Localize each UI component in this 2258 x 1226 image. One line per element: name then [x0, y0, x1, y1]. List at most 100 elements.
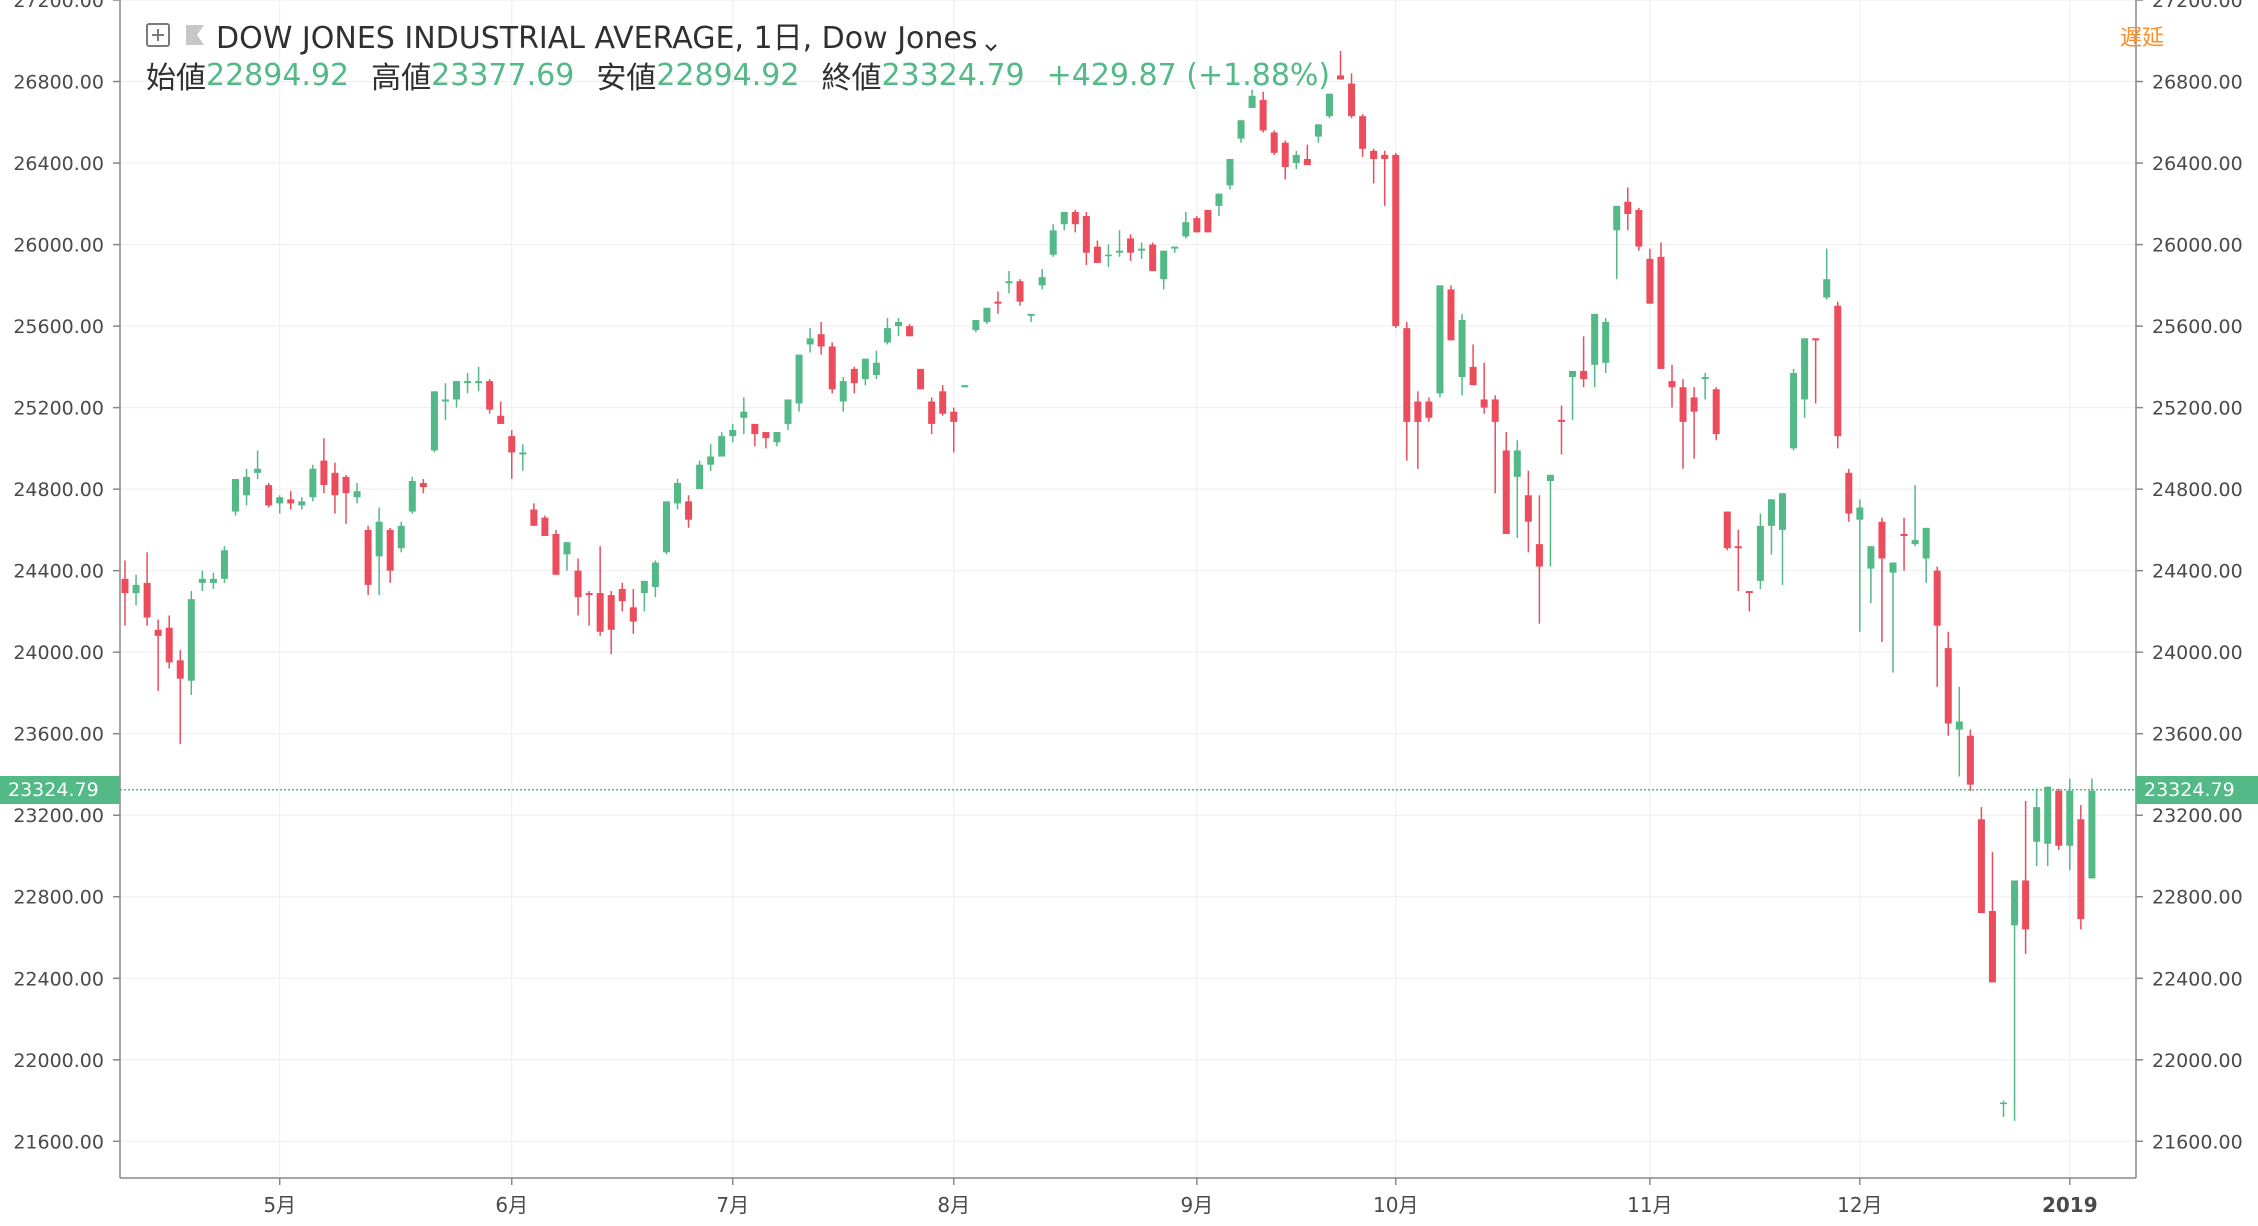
candle-body: [806, 338, 814, 345]
candle-body: [1624, 201, 1632, 214]
candle-body: [972, 319, 980, 331]
y-tick-label-right: 26800.00: [2152, 72, 2243, 94]
candle-body: [453, 381, 460, 400]
candle-body: [596, 593, 604, 632]
y-tick-label-left: 25600.00: [13, 316, 104, 338]
x-tick-label: 10月: [1373, 1193, 1418, 1217]
candle-body: [430, 391, 438, 451]
candle-body: [1790, 372, 1798, 449]
candle-body: [1690, 397, 1698, 412]
y-tick-label-left: 24800.00: [13, 479, 104, 501]
candle-body: [1160, 250, 1168, 280]
y-tick-label-right: 27200.00: [2152, 0, 2243, 12]
candle-body: [176, 660, 184, 679]
candle-body: [1469, 366, 1477, 386]
candle-body: [243, 476, 251, 496]
candle-body: [563, 542, 571, 555]
candle-body: [1646, 258, 1654, 304]
candle-body: [254, 468, 262, 473]
candle-body: [751, 423, 759, 435]
candle-body: [1027, 313, 1035, 316]
candle-body: [386, 529, 394, 571]
chevron-down-icon[interactable]: [984, 28, 998, 52]
candle-body: [1071, 211, 1079, 225]
candle-body: [1149, 244, 1157, 272]
candle-body: [1259, 99, 1267, 131]
candle-body: [1193, 218, 1201, 233]
candle-body: [1491, 399, 1499, 422]
candle-body: [618, 589, 626, 602]
candle-body: [1911, 540, 1919, 545]
plus-square-icon[interactable]: [146, 23, 170, 47]
candle-body: [1016, 281, 1024, 302]
y-tick-label-right: 24000.00: [2152, 642, 2243, 664]
candle-body: [1613, 205, 1621, 231]
candle-body: [2066, 790, 2074, 846]
candle-body: [1093, 246, 1101, 263]
candle-body: [364, 529, 372, 585]
candle-body: [220, 550, 228, 579]
candle-body: [872, 362, 880, 376]
candle-body: [939, 391, 947, 414]
candle-body: [287, 499, 295, 504]
candle-body: [795, 354, 803, 404]
candle-body: [1546, 474, 1554, 481]
candle-body: [718, 436, 726, 457]
y-tick-label-right: 22400.00: [2152, 968, 2243, 990]
candle-body: [265, 485, 273, 506]
candle-body: [1348, 83, 1356, 117]
candle-body: [1801, 338, 1809, 400]
candle-body: [762, 432, 770, 439]
close-value: 23324.79: [881, 57, 1025, 93]
candle-body: [320, 460, 328, 486]
candle-body: [1977, 819, 1985, 914]
candle-body: [1215, 193, 1223, 206]
candle-body: [1602, 322, 1610, 363]
chart-legend: DOW JONES INDUSTRIAL AVERAGE, 1日, Dow Jo…: [146, 14, 1330, 96]
candle-body: [2044, 786, 2052, 844]
candle-body: [1116, 250, 1123, 253]
candle-body: [817, 334, 825, 347]
candle-body: [1944, 648, 1952, 724]
candle-body: [1182, 222, 1190, 237]
candle-body: [950, 411, 958, 422]
last-price-tag-left: 23324.79: [0, 775, 120, 804]
y-tick-label-right: 26000.00: [2152, 235, 2243, 257]
candle-body: [1635, 209, 1643, 247]
candle-body: [607, 595, 615, 630]
candle-body: [1480, 399, 1488, 408]
candle-body: [585, 593, 593, 596]
candle-body: [1237, 120, 1245, 139]
candle-body: [1270, 132, 1278, 153]
candle-body: [961, 385, 969, 388]
candles: [121, 50, 2096, 1121]
flag-icon[interactable]: [184, 23, 206, 47]
candle-body: [917, 368, 925, 390]
candle-body: [1823, 279, 1831, 298]
candle-body: [740, 411, 748, 418]
candle-body: [1381, 154, 1389, 159]
candle-body: [209, 578, 217, 583]
candle-body: [552, 533, 560, 575]
candle-body: [994, 301, 1002, 304]
candle-body: [154, 629, 162, 636]
symbol-title[interactable]: DOW JONES INDUSTRIAL AVERAGE, 1日, Dow Jo…: [216, 21, 978, 56]
candle-body: [1878, 521, 1886, 559]
x-tick-label: 9月: [1180, 1193, 1213, 1217]
y-axis-left: 27200.00 26800.00 26400.00 26000.00 25600.00…: [13, 0, 120, 1153]
candle-body: [1569, 370, 1577, 378]
candle-body: [1337, 75, 1344, 80]
candle-body: [1922, 527, 1930, 559]
candle-body: [850, 368, 858, 384]
candle-body: [331, 472, 339, 496]
candle-body: [143, 582, 151, 618]
candle-body: [1856, 507, 1864, 520]
candle-body: [342, 476, 350, 494]
candle-body: [1966, 735, 1974, 785]
open-label: 始値: [146, 61, 206, 96]
y-tick-label-left: 21600.00: [13, 1131, 104, 1153]
candle-body: [232, 478, 239, 512]
y-tick-label-right: 24800.00: [2152, 479, 2243, 501]
high-value: 23377.69: [431, 57, 575, 93]
